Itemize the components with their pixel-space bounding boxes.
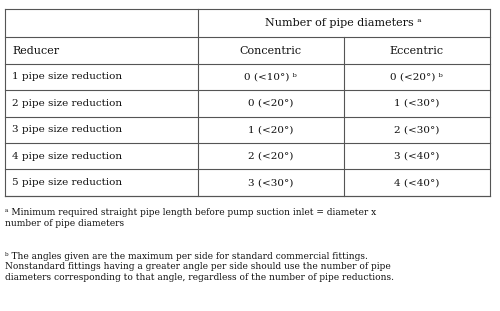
Text: 0 (<10°) ᵇ: 0 (<10°) ᵇ (244, 72, 297, 81)
Text: 4 pipe size reduction: 4 pipe size reduction (12, 152, 122, 161)
Text: 0 (<20°): 0 (<20°) (248, 99, 294, 108)
Text: 4 (<40°): 4 (<40°) (394, 178, 440, 187)
Text: 2 (<20°): 2 (<20°) (248, 152, 294, 161)
Text: Reducer: Reducer (12, 45, 60, 56)
Text: 0 (<20°) ᵇ: 0 (<20°) ᵇ (390, 72, 443, 81)
Text: 5 pipe size reduction: 5 pipe size reduction (12, 178, 122, 187)
Text: 1 (<20°): 1 (<20°) (248, 125, 294, 134)
Text: Number of pipe diameters ᵃ: Number of pipe diameters ᵃ (266, 18, 422, 28)
Text: 3 pipe size reduction: 3 pipe size reduction (12, 125, 122, 134)
Text: 1 pipe size reduction: 1 pipe size reduction (12, 72, 122, 81)
Text: 2 pipe size reduction: 2 pipe size reduction (12, 99, 122, 108)
Text: 3 (<30°): 3 (<30°) (248, 178, 294, 187)
Text: 1 (<30°): 1 (<30°) (394, 99, 440, 108)
Text: ᵃ Minimum required straight pipe length before pump suction inlet = diameter x
n: ᵃ Minimum required straight pipe length … (5, 208, 376, 228)
Text: Eccentric: Eccentric (390, 45, 444, 56)
Text: Concentric: Concentric (240, 45, 302, 56)
Text: 3 (<40°): 3 (<40°) (394, 152, 440, 161)
Text: 2 (<30°): 2 (<30°) (394, 125, 440, 134)
Text: ᵇ The angles given are the maximum per side for standard commercial fittings.
No: ᵇ The angles given are the maximum per s… (5, 252, 394, 282)
